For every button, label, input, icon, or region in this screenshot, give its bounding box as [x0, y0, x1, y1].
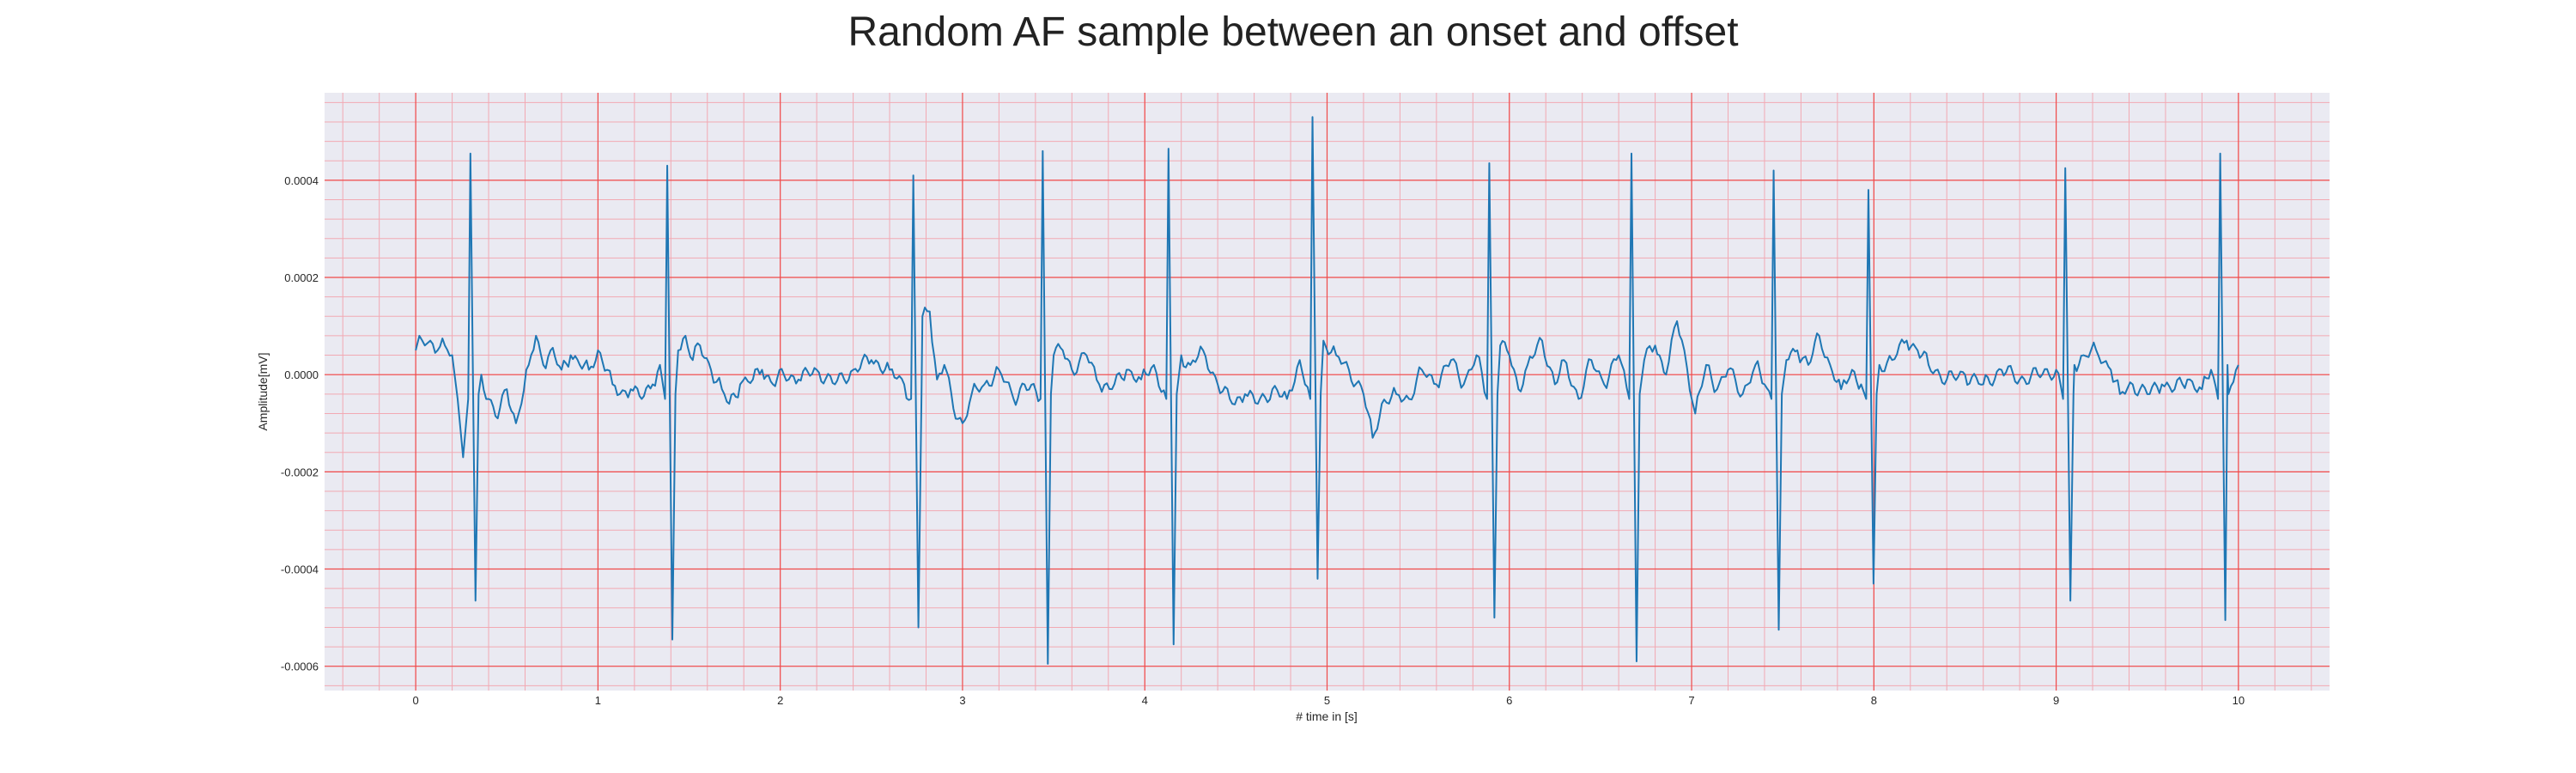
y-axis-ticks: 0.0004 0.0002 0.0000 -0.0002 -0.0004 -0.0006 — [281, 174, 319, 673]
x-axis-ticks: 0 1 2 3 4 5 6 7 8 9 10 — [413, 694, 2245, 707]
y-tick-label: -0.0002 — [281, 466, 319, 478]
x-tick-label: 9 — [2053, 694, 2059, 707]
x-tick-label: 10 — [2233, 694, 2245, 707]
y-tick-label: -0.0004 — [281, 563, 319, 576]
y-tick-label: 0.0004 — [284, 174, 319, 187]
major-grid — [325, 93, 2330, 691]
chart-title: Random AF sample between an onset and of… — [848, 9, 1738, 55]
y-tick-label: -0.0006 — [281, 660, 319, 673]
y-tick-label: 0.0000 — [284, 368, 319, 381]
x-tick-label: 6 — [1506, 694, 1512, 707]
x-tick-label: 7 — [1688, 694, 1694, 707]
x-tick-label: 2 — [777, 694, 783, 707]
x-tick-label: 4 — [1142, 694, 1148, 707]
x-axis-label: # time in [s] — [1296, 709, 1358, 723]
x-tick-label: 1 — [595, 694, 601, 707]
y-axis-label: Amplitude[mV] — [256, 352, 270, 430]
x-tick-label: 3 — [959, 694, 965, 707]
x-tick-label: 5 — [1324, 694, 1330, 707]
y-tick-label: 0.0002 — [284, 271, 319, 284]
x-tick-label: 0 — [413, 694, 419, 707]
ecg-signal-line — [415, 116, 2239, 665]
signal-group — [415, 116, 2239, 665]
x-tick-label: 8 — [1871, 694, 1877, 707]
